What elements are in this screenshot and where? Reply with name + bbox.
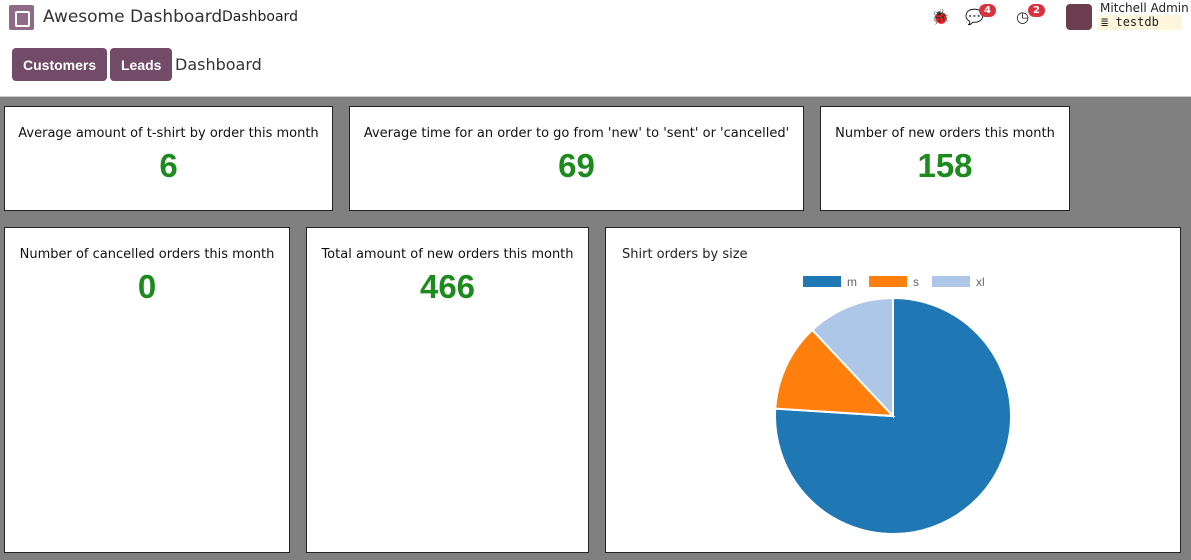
legend-swatch-s[interactable] [869, 276, 907, 287]
activities-badge: 2 [1028, 4, 1045, 17]
card-value: 0 [137, 268, 157, 305]
card-shirt-size-chart: Shirt orders by size m s xl [605, 227, 1181, 553]
legend-label-m[interactable]: m [847, 275, 857, 289]
app-logo-icon[interactable] [9, 5, 34, 30]
avatar[interactable] [1066, 4, 1092, 30]
card-new-orders: Number of new orders this month 158 [820, 106, 1070, 211]
messages-badge: 4 [979, 4, 996, 17]
leads-button[interactable]: Leads [110, 48, 173, 81]
card-value: 158 [917, 147, 973, 184]
pie-slice-xl[interactable] [810, 296, 894, 419]
database-icon: ≣ [1101, 15, 1109, 29]
menu-item-dashboard[interactable]: Dashboard [222, 9, 298, 25]
card-title: Number of new orders this month [835, 126, 1055, 141]
database-label: ≣ testdb [1098, 15, 1182, 30]
pie-slice-s[interactable] [774, 328, 896, 418]
legend-swatch-m[interactable] [803, 276, 841, 287]
bug-icon[interactable]: 🐞 [931, 8, 950, 26]
top-bar: Awesome Dashboard Dashboard 🐞 💬 4 ◷ 2 Mi… [0, 0, 1191, 97]
legend-label-xl[interactable]: xl [976, 275, 985, 289]
legend-swatch-xl[interactable] [932, 276, 970, 287]
customers-button[interactable]: Customers [12, 48, 108, 81]
card-cancelled-orders: Number of cancelled orders this month 0 [4, 227, 290, 553]
card-title: Average amount of t-shirt by order this … [18, 126, 319, 141]
database-name: testdb [1115, 15, 1159, 29]
card-title: Number of cancelled orders this month [19, 247, 275, 262]
card-avg-time: Average time for an order to go from 'ne… [349, 106, 804, 211]
user-name[interactable]: Mitchell Admin [1100, 1, 1189, 15]
card-value: 466 [419, 268, 476, 305]
activities-clock-icon[interactable]: ◷ [1016, 8, 1030, 26]
card-value: 6 [159, 147, 178, 184]
card-avg-tshirt: Average amount of t-shirt by order this … [4, 106, 333, 211]
chart-title: Shirt orders by size [622, 247, 748, 262]
app-title[interactable]: Awesome Dashboard [43, 7, 223, 27]
card-title: Total amount of new orders this month [321, 247, 574, 262]
card-total-amount: Total amount of new orders this month 466 [306, 227, 589, 553]
pie-chart: m s xl [774, 275, 1012, 535]
card-title: Average time for an order to go from 'ne… [363, 126, 790, 141]
pie-slice-m[interactable] [774, 296, 1012, 535]
legend-label-s[interactable]: s [913, 275, 919, 289]
breadcrumb: Dashboard [175, 55, 262, 74]
card-value: 69 [558, 147, 595, 184]
